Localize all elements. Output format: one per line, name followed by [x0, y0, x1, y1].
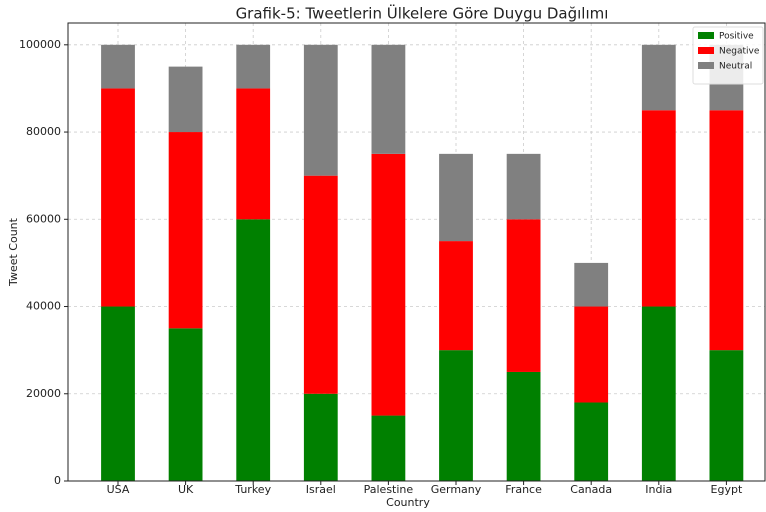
bar-segment [574, 306, 609, 403]
x-tick-label: France [505, 483, 542, 496]
bar-segment [574, 262, 609, 307]
y-tick-label: 80000 [26, 125, 61, 138]
bar-segment [236, 44, 271, 89]
bar-segment [709, 110, 744, 351]
bar-segment [236, 219, 271, 482]
bar-segment [168, 66, 203, 133]
legend-swatch [698, 47, 714, 54]
bar-segment [439, 350, 473, 481]
bar-segment [709, 350, 744, 481]
bar-segment [506, 371, 541, 481]
legend-swatch [698, 62, 714, 69]
legend-label: Positive [719, 32, 754, 42]
x-tick-label: USA [107, 483, 130, 496]
bar-segment [506, 153, 541, 220]
x-tick-label: Israel [306, 483, 336, 496]
x-tick-label: UK [178, 483, 194, 496]
bar-segment [439, 153, 473, 242]
bar-segment [168, 132, 203, 329]
bar-segment [303, 393, 338, 481]
y-tick-label: 20000 [26, 387, 61, 400]
bar-segment [641, 44, 676, 111]
bar-segment [371, 415, 406, 481]
y-tick-label: 100000 [19, 38, 61, 51]
plot-frame [67, 22, 766, 482]
x-tick-label: India [645, 483, 672, 496]
chart-title: Grafik-5: Tweetlerin Ülkelere Göre Duygu… [236, 4, 609, 23]
y-tick-label: 0 [54, 474, 61, 487]
bar-segment [101, 306, 135, 481]
bar-segment [101, 44, 135, 89]
bar-segment [439, 241, 473, 351]
x-tick-label: Palestine [364, 483, 414, 496]
bar-segment [371, 44, 406, 154]
bar-segment [303, 44, 338, 176]
x-tick-label: Canada [570, 483, 612, 496]
legend-label: Negative [719, 47, 760, 57]
bar-segment [236, 88, 271, 220]
bar-segment [506, 219, 541, 372]
bar-segment [303, 175, 338, 394]
bar-segment [371, 153, 406, 416]
y-tick-label: 40000 [26, 300, 61, 313]
legend: Positive Negative Neutral [692, 26, 764, 85]
y-tick-label: 60000 [26, 212, 61, 225]
x-tick-label: Egypt [711, 483, 743, 496]
legend-label: Neutral [719, 62, 752, 72]
legend-box [692, 26, 764, 85]
x-axis-label: Country [386, 496, 430, 509]
bar-segment [641, 110, 676, 307]
y-axis-label: Tweet Count [7, 217, 20, 287]
x-tick-label: Turkey [234, 483, 271, 496]
bar-segment [168, 328, 203, 481]
x-tick-label: Germany [431, 483, 482, 496]
bar-segment [101, 88, 135, 307]
legend-swatch [698, 32, 714, 39]
bar-segment [574, 402, 609, 481]
bar-segment [641, 306, 676, 481]
